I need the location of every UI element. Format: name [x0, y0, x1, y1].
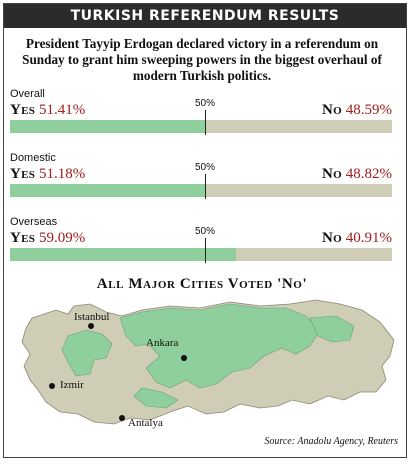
no-result: No 48.59%	[322, 102, 392, 119]
section-label: Domestic	[10, 152, 56, 164]
yes-percent: 59.09%	[38, 230, 86, 246]
no-percent: 48.82%	[345, 166, 392, 182]
yes-percent: 51.18%	[38, 166, 86, 182]
yes-result: Yes 59.09%	[10, 230, 85, 247]
yes-label: Yes	[10, 230, 36, 246]
result-section-overall: Overall Yes 51.41% 50% No 48.59%	[0, 88, 404, 160]
yes-label: Yes	[10, 166, 36, 182]
no-result: No 48.82%	[322, 166, 392, 183]
map-title: All Major Cities Voted 'No'	[96, 276, 308, 292]
city-label-izmir: Izmir	[60, 379, 84, 391]
city-marker-antalya	[119, 415, 125, 421]
yes-region-east	[309, 315, 355, 343]
no-label: No	[322, 102, 342, 118]
fifty-percent-line	[205, 110, 206, 135]
city-label-ankara: Ankara	[146, 337, 178, 349]
yes-label: Yes	[10, 102, 36, 118]
result-section-overseas: Overseas Yes 59.09% 50% No 40.91%	[0, 216, 404, 288]
infographic-title: TURKISH REFERENDUM RESULTS	[4, 4, 406, 28]
result-bar	[10, 184, 392, 197]
result-section-domestic: Domestic Yes 51.18% 50% No 48.82%	[0, 152, 404, 224]
yes-percent: 51.41%	[38, 102, 86, 118]
fifty-percent-line	[205, 238, 206, 263]
yes-bar-fill	[10, 248, 236, 261]
section-label: Overseas	[10, 216, 58, 228]
yes-region-west	[61, 329, 113, 377]
no-percent: 40.91%	[345, 230, 392, 246]
result-bar	[10, 248, 392, 261]
source-note: Source: Anadolu Agency, Reuters	[264, 436, 398, 447]
result-bar	[10, 120, 392, 133]
no-label: No	[322, 166, 342, 182]
yes-region-central	[119, 303, 321, 389]
no-percent: 48.59%	[345, 102, 392, 118]
fifty-percent-label: 50%	[194, 226, 215, 237]
yes-bar-fill	[10, 184, 206, 197]
yes-region-south	[133, 387, 179, 409]
fifty-percent-label: 50%	[194, 98, 215, 109]
no-label: No	[322, 230, 342, 246]
yes-result: Yes 51.18%	[10, 166, 85, 183]
turkey-map: Istanbul Ankara Izmir Antalya	[21, 299, 395, 429]
city-marker-ankara	[181, 355, 187, 361]
city-marker-istanbul	[88, 323, 94, 329]
yes-bar-fill	[10, 120, 207, 133]
section-label: Overall	[10, 88, 45, 100]
no-result: No 40.91%	[322, 230, 392, 247]
intro-text: President Tayyip Erdogan declared victor…	[22, 36, 382, 83]
city-label-antalya: Antalya	[128, 417, 163, 429]
fifty-percent-label: 50%	[194, 162, 215, 173]
fifty-percent-line	[205, 174, 206, 199]
city-marker-izmir	[49, 383, 55, 389]
yes-result: Yes 51.41%	[10, 102, 85, 119]
city-label-istanbul: Istanbul	[74, 311, 109, 323]
